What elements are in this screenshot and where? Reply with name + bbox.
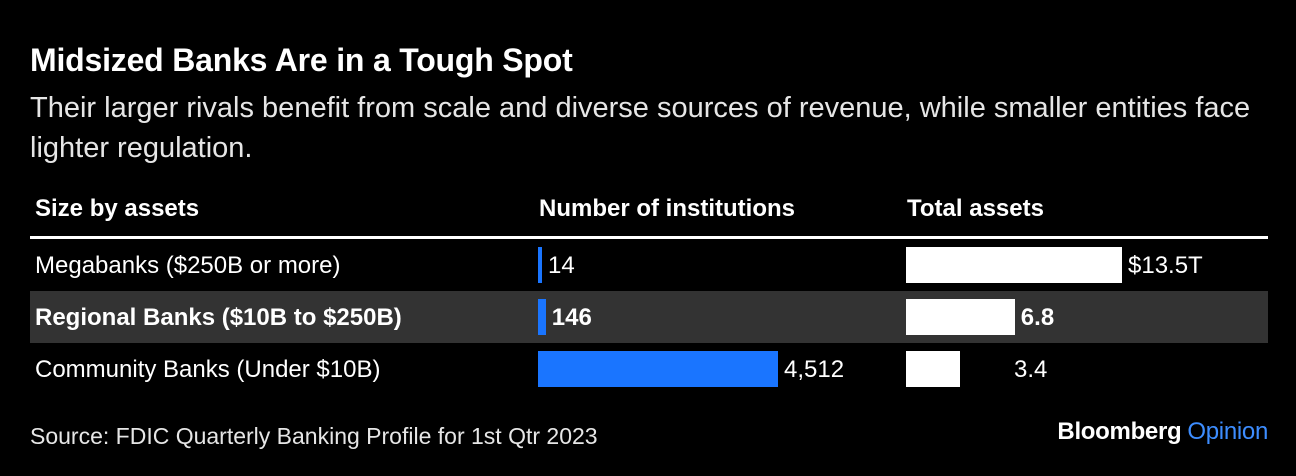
table-row: Megabanks ($250B or more) 14 $13.5T [30, 239, 1268, 291]
column-header-assets: Total assets [907, 195, 1044, 222]
row-label: Megabanks ($250B or more) [35, 252, 341, 279]
assets-bar [906, 247, 1122, 283]
row-label: Regional Banks ($10B to $250B) [35, 304, 402, 331]
column-header-institutions: Number of institutions [539, 195, 795, 222]
brand-section: Opinion [1187, 418, 1268, 445]
institutions-value-label: 4,512 [784, 356, 845, 383]
row-label: Community Banks (Under $10B) [35, 356, 381, 383]
bloomberg-opinion-logo: Bloomberg Opinion [1057, 418, 1268, 446]
brand-name: Bloomberg [1057, 418, 1182, 445]
table-row: Community Banks (Under $10B) 4,512 3.4 [30, 343, 1268, 395]
assets-value-label: 6.8 [1020, 304, 1055, 331]
assets-bar [906, 351, 961, 387]
source-note: Source: FDIC Quarterly Banking Profile f… [30, 423, 598, 449]
institutions-bar [538, 299, 546, 335]
assets-value-label: 3.4 [1014, 356, 1048, 383]
data-table: Size by assets Number of institutions To… [30, 192, 1268, 395]
institutions-bar [538, 351, 778, 387]
assets-value-label: $13.5T [1128, 252, 1203, 279]
chart-title: Midsized Banks Are in a Tough Spot [30, 42, 573, 78]
chart-subtitle: Their larger rivals benefit from scale a… [30, 92, 1251, 164]
column-header-size: Size by assets [35, 195, 200, 222]
institutions-value-label: 146 [551, 304, 592, 331]
institutions-value-label: 14 [548, 252, 575, 279]
assets-bar [906, 299, 1015, 335]
institutions-bar [538, 247, 542, 283]
table-body: Megabanks ($250B or more) 14 $13.5T Regiona… [30, 239, 1268, 395]
table-header: Size by assets Number of institutions To… [30, 192, 1268, 239]
table-row: Regional Banks ($10B to $250B) 146 6.8 [30, 291, 1268, 343]
